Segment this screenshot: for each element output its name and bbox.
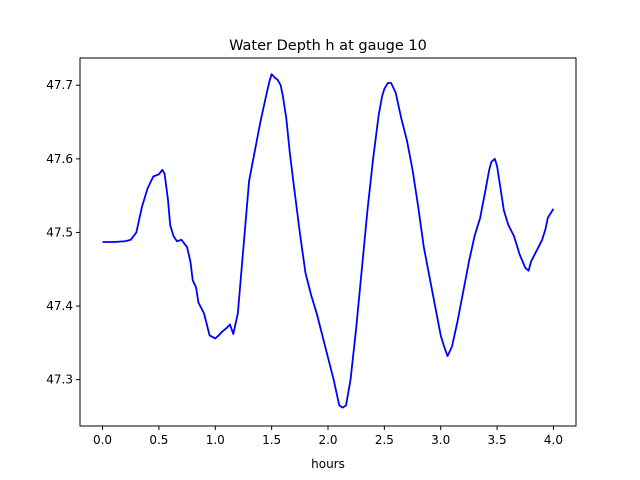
x-tick-label: 4.0 [544, 433, 563, 447]
x-tick-label: 1.5 [262, 433, 281, 447]
x-axis-label: hours [311, 457, 345, 471]
x-tick-label: 2.5 [375, 433, 394, 447]
x-tick-label: 0.5 [149, 433, 168, 447]
x-tick-label: 3.0 [431, 433, 450, 447]
x-tick-label: 3.5 [488, 433, 507, 447]
x-tick-label: 2.0 [318, 433, 337, 447]
x-axis-ticks: 0.0 0.5 1.0 1.5 2.0 2.5 3.0 3.5 4.0 [93, 426, 563, 447]
y-tick-label: 47.4 [46, 299, 73, 313]
y-tick-label: 47.7 [46, 78, 73, 92]
y-tick-label: 47.3 [46, 373, 73, 387]
plot-frame [79, 57, 577, 427]
series-line [102, 73, 555, 409]
y-tick-label: 47.5 [46, 225, 73, 239]
x-tick-label: 0.0 [93, 433, 112, 447]
y-tick-label: 47.6 [46, 152, 73, 166]
chart-title: Water Depth h at gauge 10 [229, 38, 427, 54]
x-tick-label: 1.0 [206, 433, 225, 447]
y-axis-ticks: 47.3 47.4 47.5 47.6 47.7 [46, 78, 80, 387]
